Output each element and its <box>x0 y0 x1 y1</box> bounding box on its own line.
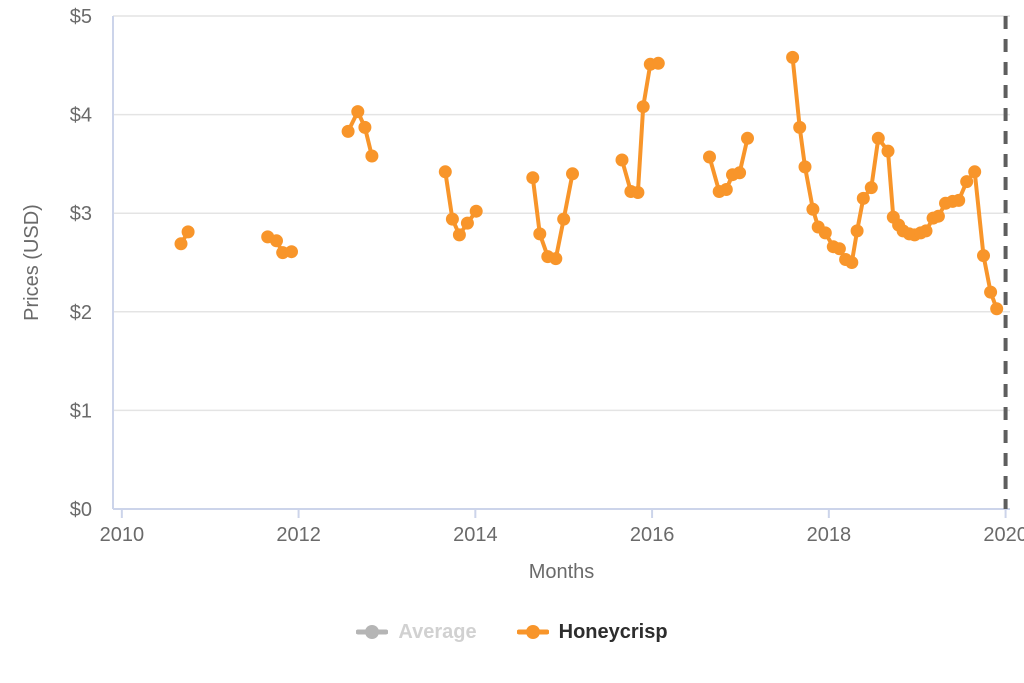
x-tick-label: 2012 <box>276 524 321 546</box>
data-point-honeycrisp[interactable] <box>952 193 966 207</box>
data-point-honeycrisp[interactable] <box>818 226 832 240</box>
y-tick-label: $5 <box>70 6 92 28</box>
data-point-honeycrisp[interactable] <box>850 224 864 238</box>
data-point-honeycrisp[interactable] <box>931 209 945 223</box>
x-tick-label: 2020 <box>983 524 1024 546</box>
data-point-honeycrisp[interactable] <box>881 144 895 158</box>
data-point-honeycrisp[interactable] <box>365 149 379 163</box>
data-point-honeycrisp[interactable] <box>919 224 933 238</box>
data-point-honeycrisp[interactable] <box>968 165 982 179</box>
data-point-honeycrisp[interactable] <box>438 165 452 179</box>
data-point-honeycrisp[interactable] <box>793 120 807 134</box>
data-point-honeycrisp[interactable] <box>798 160 812 174</box>
data-point-honeycrisp[interactable] <box>615 153 629 167</box>
data-point-honeycrisp[interactable] <box>990 302 1004 316</box>
x-axis-title: Months <box>529 561 595 583</box>
data-point-honeycrisp[interactable] <box>960 175 974 189</box>
data-point-honeycrisp[interactable] <box>285 245 298 259</box>
data-point-honeycrisp[interactable] <box>806 202 820 216</box>
data-point-honeycrisp[interactable] <box>533 227 547 241</box>
data-point-honeycrisp[interactable] <box>549 252 563 266</box>
data-point-honeycrisp[interactable] <box>460 216 474 230</box>
data-point-honeycrisp[interactable] <box>445 212 459 226</box>
data-point-honeycrisp[interactable] <box>977 249 990 263</box>
x-tick-label: 2010 <box>100 524 145 546</box>
data-point-honeycrisp[interactable] <box>864 181 878 195</box>
x-tick-label: 2018 <box>807 524 852 546</box>
data-point-honeycrisp[interactable] <box>856 191 870 205</box>
data-point-honeycrisp[interactable] <box>984 285 998 299</box>
data-point-honeycrisp[interactable] <box>526 171 540 185</box>
x-tick-label: 2014 <box>453 524 498 546</box>
legend-label-honeycrisp: Honeycrisp <box>558 620 668 643</box>
data-point-honeycrisp[interactable] <box>358 120 372 134</box>
y-tick-label: $3 <box>70 203 92 225</box>
price-chart: 2010 2012 2014 2016 2018 2020 $0 $1 $2 $3 $4 $5 Mont… <box>21 6 1024 583</box>
y-tick-label: $1 <box>70 400 92 422</box>
data-point-honeycrisp[interactable] <box>733 166 747 180</box>
series-line-honeycrisp <box>346 109 374 158</box>
data-point-honeycrisp[interactable] <box>469 204 483 218</box>
chart-legend: Average Honeycrisp <box>0 612 1024 652</box>
data-point-honeycrisp[interactable] <box>651 56 665 70</box>
data-point-honeycrisp[interactable] <box>566 167 579 181</box>
y-tick-label: $0 <box>70 499 92 521</box>
y-tick-label: $4 <box>70 105 92 127</box>
series-line-honeycrisp <box>620 61 661 195</box>
x-tick-label: 2016 <box>630 524 675 546</box>
data-point-honeycrisp[interactable] <box>181 225 195 239</box>
legend-label-average: Average <box>398 620 477 643</box>
honeycrisp-series-marker-icon <box>516 625 549 639</box>
data-point-honeycrisp[interactable] <box>351 105 365 119</box>
data-point-honeycrisp[interactable] <box>741 131 754 145</box>
data-point-honeycrisp[interactable] <box>341 124 355 138</box>
y-axis-title: Prices (USD) <box>21 204 43 321</box>
data-point-honeycrisp[interactable] <box>786 50 800 64</box>
data-point-honeycrisp[interactable] <box>719 183 733 196</box>
average-series-marker-icon <box>356 625 389 639</box>
y-tick-label: $2 <box>70 302 92 324</box>
legend-item-honeycrisp[interactable]: Honeycrisp <box>516 620 668 644</box>
data-point-honeycrisp[interactable] <box>174 237 188 251</box>
data-point-honeycrisp[interactable] <box>636 100 650 114</box>
data-point-honeycrisp[interactable] <box>631 186 645 199</box>
data-point-honeycrisp[interactable] <box>452 228 466 242</box>
legend-item-average[interactable]: Average <box>356 620 477 644</box>
data-point-honeycrisp[interactable] <box>270 234 283 248</box>
data-point-honeycrisp[interactable] <box>557 212 571 226</box>
data-point-honeycrisp[interactable] <box>832 242 846 256</box>
data-point-honeycrisp[interactable] <box>703 150 716 164</box>
data-point-honeycrisp[interactable] <box>871 131 885 145</box>
data-point-honeycrisp[interactable] <box>845 256 859 269</box>
